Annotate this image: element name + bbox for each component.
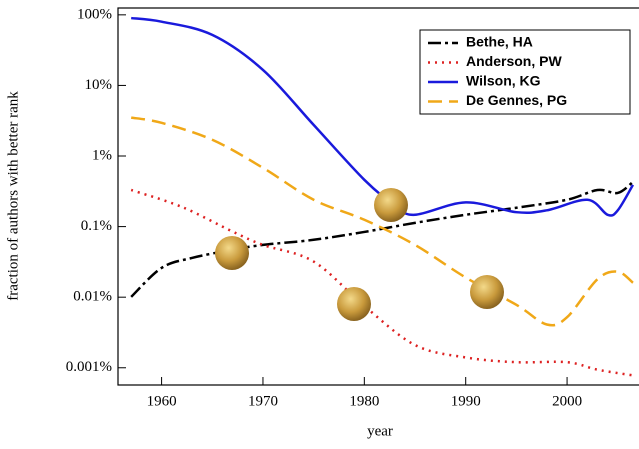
y-tick-label: 100% (77, 6, 112, 22)
legend-label: Bethe, HA (466, 34, 533, 50)
legend-label: De Gennes, PG (466, 92, 567, 108)
y-tick-label: 10% (85, 77, 113, 93)
y-tick-label: 0.001% (66, 359, 112, 375)
y-axis-label: fraction of authors with better rank (5, 91, 21, 301)
medals (215, 188, 504, 321)
y-tick-label: 0.01% (73, 289, 112, 305)
y-tick-label: 1% (92, 147, 112, 163)
medal (470, 275, 504, 309)
medal (337, 287, 371, 321)
x-tick-label: 1980 (349, 393, 379, 409)
y-tick-label: 0.1% (81, 218, 112, 234)
page: {"chart_data": {"type": "line", "x_label… (0, 0, 639, 444)
x-axis-label: year (367, 423, 393, 439)
legend-label: Wilson, KG (466, 73, 541, 89)
x-tick-label: 1990 (451, 393, 481, 409)
chart: year fraction of authors with better ran… (0, 0, 639, 444)
legend-label: Anderson, PW (466, 53, 562, 69)
medal (215, 236, 249, 270)
x-tick-label: 1960 (147, 393, 177, 409)
medal (374, 188, 408, 222)
x-tick-label: 1970 (248, 393, 278, 409)
series-line (131, 118, 633, 326)
x-tick-label: 2000 (552, 393, 582, 409)
